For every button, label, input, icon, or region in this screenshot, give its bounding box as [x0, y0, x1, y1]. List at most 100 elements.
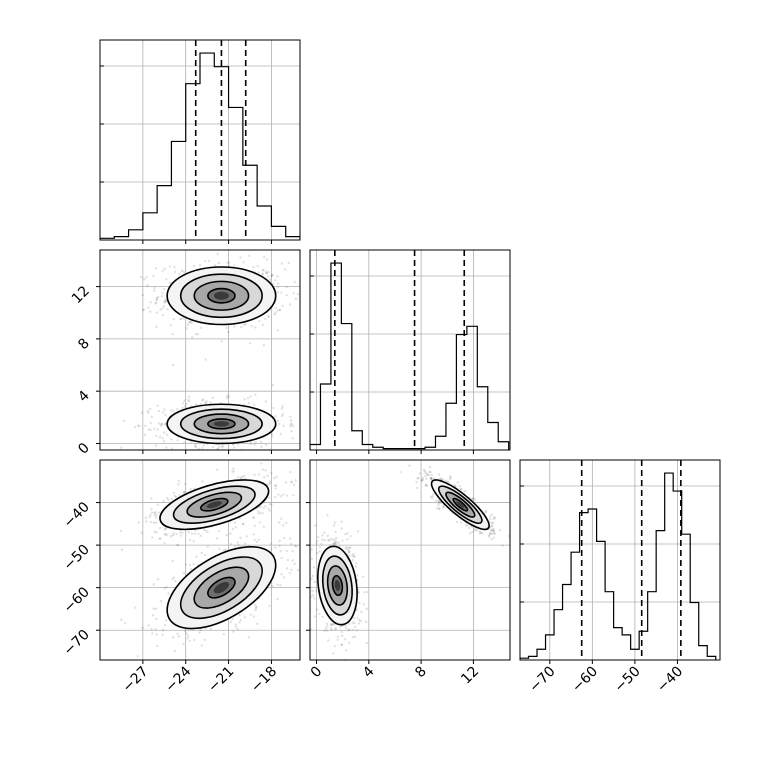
scatter-point — [364, 620, 368, 624]
scatter-point — [422, 468, 426, 472]
scatter-point — [168, 281, 171, 284]
scatter-point — [243, 542, 247, 545]
scatter-point — [259, 511, 262, 515]
scatter-point — [174, 579, 177, 583]
scatter-point — [231, 467, 235, 470]
scatter-point — [303, 482, 305, 484]
scatter-point — [478, 532, 481, 535]
scatter-point — [199, 628, 202, 632]
scatter-point — [190, 440, 193, 444]
scatter-point — [437, 473, 441, 476]
scatter-point — [330, 537, 333, 541]
scatter-point — [347, 641, 351, 644]
scatter-point — [437, 500, 441, 503]
scatter-point — [438, 507, 441, 510]
scatter-point — [276, 309, 279, 312]
scatter-point — [239, 618, 242, 622]
scatter-point — [187, 398, 190, 402]
scatter-point — [266, 474, 269, 477]
scatter-point — [156, 428, 159, 431]
scatter-point — [448, 475, 452, 478]
scatter-point — [165, 585, 168, 589]
scatter-point — [291, 549, 294, 553]
scatter-point — [288, 537, 292, 540]
density-mode — [159, 479, 270, 531]
scatter-point — [310, 548, 313, 551]
scatter-point — [163, 541, 166, 545]
scatter-point — [201, 446, 204, 450]
scatter-point — [435, 499, 438, 503]
density-mode — [166, 546, 277, 630]
x-tick-label: 0 — [308, 664, 326, 682]
scatter-point — [355, 629, 359, 632]
scatter-point — [161, 291, 164, 294]
scatter-point — [301, 569, 303, 571]
scatter-point — [321, 615, 324, 619]
scatter-point — [489, 514, 492, 518]
scatter-point — [240, 476, 243, 479]
scatter-point — [293, 280, 297, 284]
scatter-point — [173, 265, 176, 269]
scatter-point — [345, 649, 348, 652]
scatter-point — [353, 555, 356, 558]
scatter-point — [136, 655, 139, 658]
scatter-point — [316, 551, 319, 555]
x-tick-label: −24 — [162, 663, 194, 695]
scatter-point — [326, 514, 329, 517]
scatter-point — [153, 289, 156, 293]
scatter-point — [154, 521, 158, 525]
scatter-point — [260, 445, 263, 448]
scatter-point — [253, 524, 256, 528]
scatter-point — [170, 535, 173, 538]
contour-line — [193, 413, 250, 435]
scatter-point — [169, 409, 173, 412]
scatter-point — [161, 629, 165, 632]
scatter-point — [158, 537, 161, 540]
scatter-point — [428, 470, 431, 474]
scatter-point — [155, 531, 158, 534]
scatter-point — [474, 498, 477, 502]
scatter-point — [254, 606, 257, 610]
scatter-point — [171, 533, 175, 537]
scatter-point — [490, 532, 493, 536]
scatter-point — [468, 532, 472, 535]
scatter-point — [355, 667, 357, 669]
scatter-point — [492, 527, 495, 531]
scatter-point — [491, 521, 494, 524]
scatter-point — [493, 532, 496, 536]
scatter-point — [449, 476, 453, 479]
scatter-point — [292, 494, 295, 497]
scatter-point — [161, 307, 164, 310]
scatter-point — [259, 440, 263, 444]
scatter-point — [270, 547, 273, 550]
scatter-point — [155, 516, 158, 519]
scatter-point — [227, 264, 231, 267]
scatter-point — [316, 535, 320, 539]
density-mode — [317, 545, 358, 626]
scatter-point — [437, 504, 440, 507]
scatter-point — [188, 320, 192, 323]
scatter-point — [347, 628, 351, 631]
scatter-point — [264, 400, 267, 403]
scatter-point — [160, 422, 163, 426]
scatter-point — [459, 521, 463, 524]
scatter-point — [358, 601, 361, 605]
scatter-point — [259, 505, 263, 508]
scatter-point — [276, 282, 280, 285]
scatter-point — [234, 625, 237, 629]
scatter-point — [180, 317, 183, 321]
scatter-point — [454, 484, 457, 487]
scatter-point — [236, 443, 240, 446]
scatter-point — [177, 482, 180, 486]
scatter-point — [120, 548, 124, 551]
scatter-point — [164, 619, 168, 622]
scatter-point — [151, 632, 154, 635]
scatter-point — [492, 529, 495, 532]
scatter-point — [262, 525, 266, 529]
y-tick-label: 4 — [75, 388, 93, 406]
scatter-point — [276, 286, 280, 289]
scatter-point — [315, 589, 318, 592]
scatter-point — [313, 580, 317, 584]
scatter-point — [184, 563, 188, 566]
scatter-point — [347, 629, 350, 632]
